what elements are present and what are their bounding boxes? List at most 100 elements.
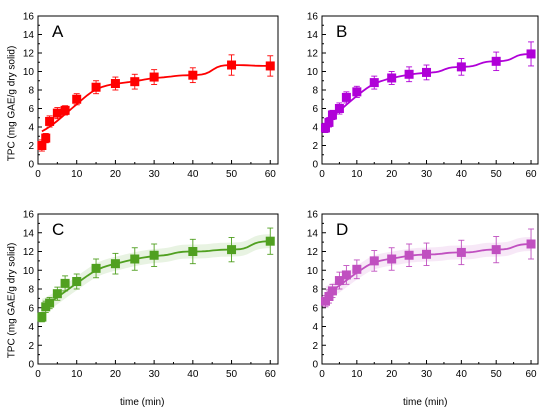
data-point (188, 247, 198, 256)
x-tick-label: 50 (226, 369, 238, 380)
x-tick-label: 0 (319, 369, 325, 380)
data-point (37, 141, 47, 150)
data-point (130, 77, 140, 87)
y-tick-label: 0 (28, 160, 34, 171)
y-tick-label: 14 (307, 228, 319, 239)
data-point (45, 298, 55, 308)
data-point (369, 78, 379, 88)
data-point (188, 70, 198, 80)
data-point (327, 110, 337, 120)
x-tick-label: 50 (226, 169, 238, 180)
data-point (91, 82, 101, 92)
x-tick-label: 50 (491, 369, 503, 380)
x-tick-label: 60 (265, 169, 277, 180)
data-point (45, 116, 55, 126)
y-tick-label: 0 (312, 360, 318, 371)
y-tick-label: 8 (312, 285, 318, 296)
data-point (110, 79, 120, 89)
y-tick-label: 12 (23, 49, 35, 60)
data-point (41, 133, 51, 143)
x-tick-label: 60 (525, 169, 537, 180)
y-axis-label-bottom: TPC (mg GAE/g dry solid) (6, 242, 18, 359)
panel-label: C (52, 220, 64, 239)
y-tick-label: 16 (307, 12, 319, 23)
x-tick-label: 20 (386, 169, 398, 180)
data-point (456, 62, 466, 72)
x-tick-label: 40 (456, 169, 468, 180)
data-point (60, 105, 70, 115)
x-tick-label: 60 (525, 369, 537, 380)
data-point (52, 108, 62, 118)
y-tick-label: 12 (307, 247, 319, 258)
y-tick-label: 14 (23, 30, 35, 41)
x-tick-label: 30 (149, 369, 161, 380)
y-tick-label: 0 (312, 160, 318, 171)
y-tick-label: 12 (23, 247, 35, 258)
data-point (352, 87, 362, 97)
data-point (265, 236, 275, 246)
panel-D: 0 2 4 6 8 10 12 14 16 0 10 20 30 40 50 60 D (307, 210, 539, 380)
x-tick-label: 0 (319, 169, 325, 180)
plot-frame (37, 15, 279, 165)
data-point (130, 254, 140, 264)
y-tick-label: 4 (28, 123, 34, 134)
y-tick-label: 16 (307, 210, 319, 221)
y-tick-label: 14 (23, 228, 35, 239)
data-point (320, 123, 330, 133)
y-tick-label: 2 (312, 141, 318, 152)
data-point (404, 250, 414, 260)
x-tick-label: 20 (110, 369, 122, 380)
data-point (327, 286, 337, 296)
data-point (227, 245, 237, 255)
data-point (72, 277, 82, 286)
data-point (456, 247, 466, 257)
data-point (149, 72, 159, 82)
data-point (37, 312, 47, 322)
y-tick-label: 6 (28, 303, 34, 314)
x-tick-label: 0 (35, 369, 41, 380)
y-axis-label-top: TPC (mg GAE/g dry solid) (6, 45, 18, 162)
plot-frame (321, 213, 539, 365)
y-tick-label: 6 (312, 303, 318, 314)
x-tick-label: 30 (421, 369, 433, 380)
data-point (72, 94, 82, 104)
x-tick-label: 50 (491, 169, 503, 180)
y-tick-label: 16 (23, 210, 35, 221)
x-tick-label: 40 (187, 369, 199, 380)
data-point (422, 249, 432, 259)
fit-confidence-band (325, 237, 531, 301)
x-tick-label: 20 (386, 369, 398, 380)
x-axis-label-left: time (min) (120, 397, 165, 408)
data-point (320, 296, 330, 306)
y-tick-label: 2 (28, 141, 34, 152)
y-tick-label: 8 (28, 86, 34, 97)
panel-B: 0 2 4 6 8 10 12 14 16 0 10 20 30 40 50 60 B (307, 12, 539, 180)
x-tick-label: 20 (110, 169, 122, 180)
x-tick-label: 30 (421, 169, 433, 180)
panel-label: D (336, 220, 348, 239)
x-tick-label: 60 (265, 369, 277, 380)
x-tick-label: 0 (35, 169, 41, 180)
data-point (526, 49, 536, 59)
panel-label: A (52, 22, 64, 41)
x-tick-label: 10 (71, 169, 83, 180)
y-tick-label: 10 (307, 266, 319, 277)
data-point (149, 250, 159, 260)
x-tick-label: 10 (71, 369, 83, 380)
panel-C: 0 2 4 6 8 10 12 14 16 0 10 20 30 40 50 60 C (23, 210, 279, 380)
y-tick-label: 12 (307, 49, 319, 60)
x-tick-label: 30 (149, 169, 161, 180)
data-point (526, 239, 536, 249)
y-tick-label: 16 (23, 12, 35, 23)
data-point (334, 276, 344, 286)
x-tick-label: 10 (351, 169, 363, 180)
data-point (369, 256, 379, 266)
data-point (387, 73, 397, 83)
data-point (341, 92, 351, 102)
y-tick-label: 8 (28, 285, 34, 296)
data-point (341, 270, 351, 280)
y-tick-label: 4 (312, 123, 318, 134)
data-point (324, 117, 334, 127)
data-point (352, 264, 362, 274)
